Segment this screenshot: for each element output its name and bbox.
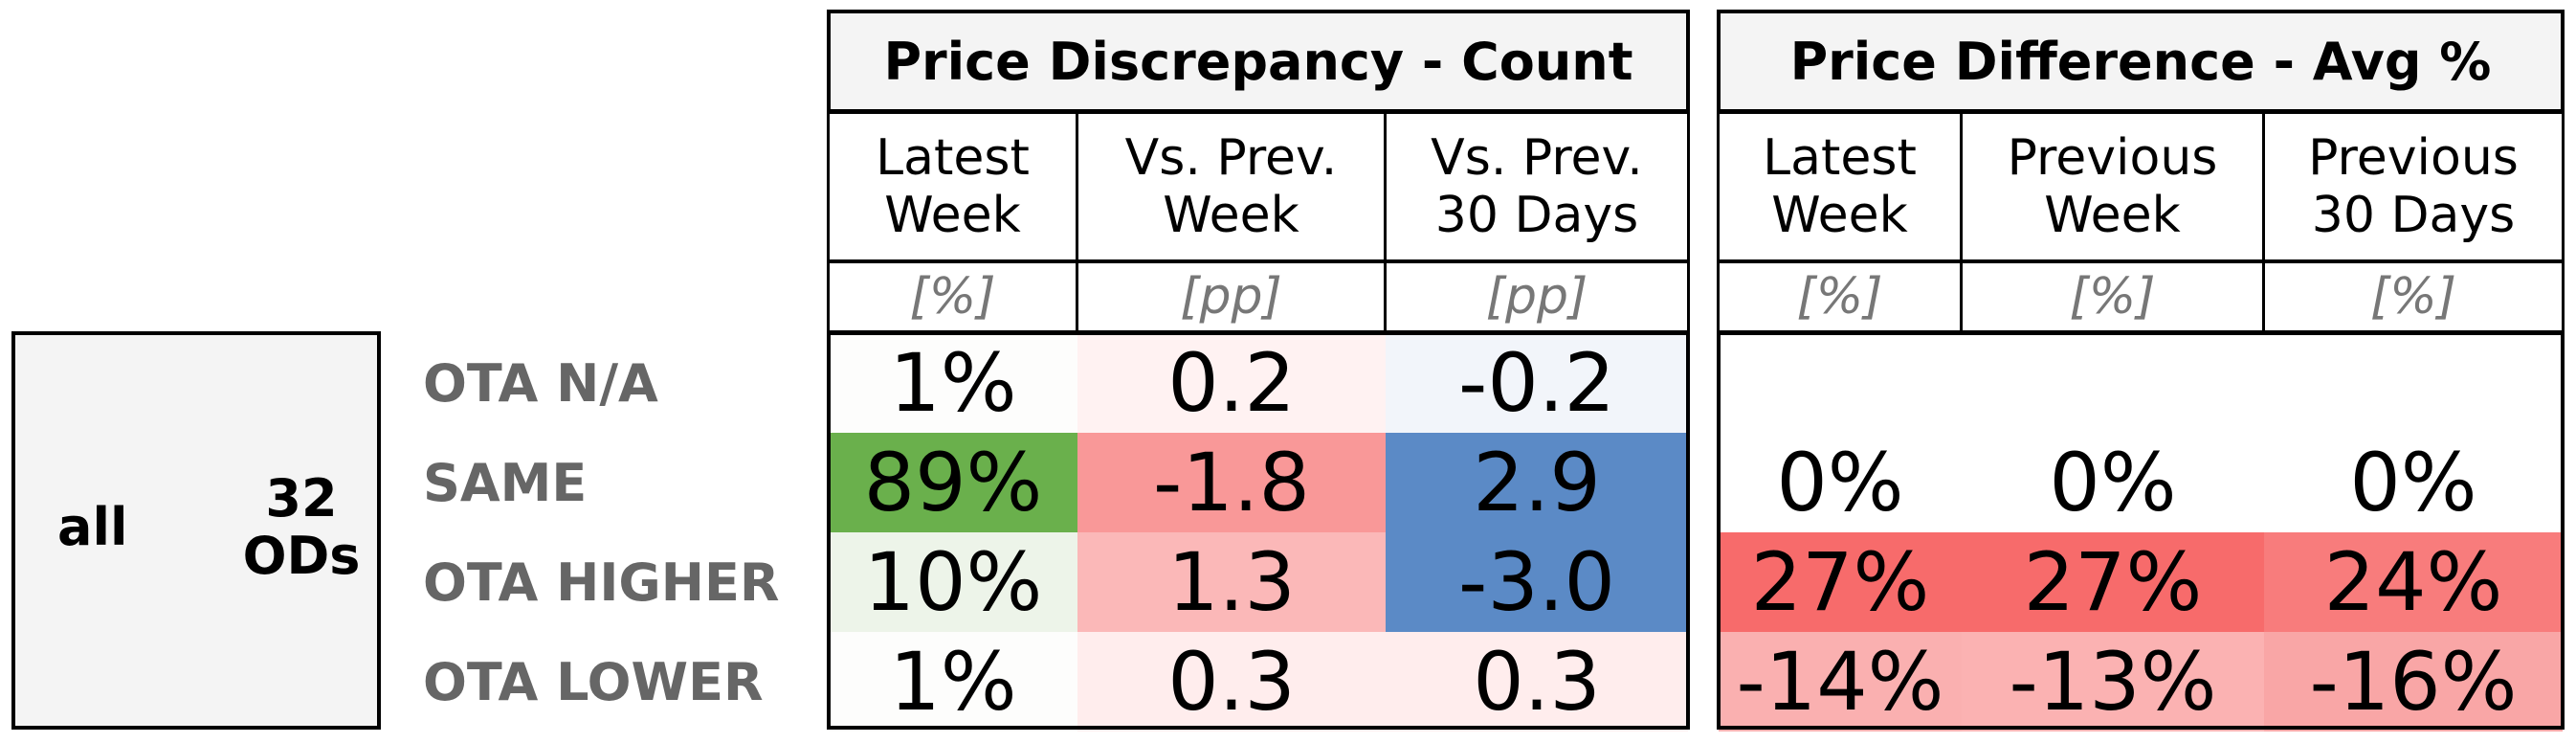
data-cell: 89%: [829, 433, 1077, 532]
group-ods-label: 32 ODs: [242, 468, 361, 586]
data-cell: 24%: [2264, 532, 2563, 632]
data-cell: [2264, 333, 2563, 433]
data-cell: 27%: [1962, 532, 2264, 632]
data-cell: 1%: [829, 632, 1077, 732]
data-cell: 0%: [1962, 433, 2264, 532]
data-cell: 0%: [2264, 433, 2563, 532]
group-box: [11, 331, 381, 730]
data-cell: -0.2: [1386, 333, 1688, 433]
data-cell: 0.2: [1077, 333, 1386, 433]
row-label: OTA N/A: [423, 352, 658, 414]
data-cell: -14%: [1719, 632, 1962, 732]
data-cell: 10%: [829, 532, 1077, 632]
data-cell: -16%: [2264, 632, 2563, 732]
data-cell: -1.8: [1077, 433, 1386, 532]
column-header: Vs. Prev. Week: [1076, 111, 1387, 262]
column-header: Vs. Prev. 30 Days: [1384, 111, 1690, 262]
column-unit: [%]: [1717, 260, 1963, 333]
column-unit: [%]: [827, 260, 1078, 333]
data-cell: -13%: [1962, 632, 2264, 732]
data-cell: -3.0: [1386, 532, 1688, 632]
data-cell: [1962, 333, 2264, 433]
row-label: SAME: [423, 452, 588, 513]
column-header: Previous Week: [1960, 111, 2265, 262]
data-cell: 0.3: [1077, 632, 1386, 732]
row-label: OTA HIGHER: [423, 552, 780, 613]
data-cell: 0%: [1719, 433, 1962, 532]
data-cell: 1%: [829, 333, 1077, 433]
data-cell: [1719, 333, 1962, 433]
column-unit: [pp]: [1384, 260, 1690, 333]
column-unit: [pp]: [1076, 260, 1387, 333]
column-header: Latest Week: [1717, 111, 1963, 262]
row-label: OTA LOWER: [423, 651, 764, 712]
data-cell: 1.3: [1077, 532, 1386, 632]
group-segment-label: all: [57, 497, 128, 557]
column-unit: [%]: [2262, 260, 2565, 333]
section-title: Price Discrepancy - Count: [827, 10, 1690, 113]
data-cell: 2.9: [1386, 433, 1688, 532]
column-header: Latest Week: [827, 111, 1078, 262]
section-title: Price Difference - Avg %: [1717, 10, 2565, 113]
column-header: Previous 30 Days: [2262, 111, 2565, 262]
column-unit: [%]: [1960, 260, 2265, 333]
data-cell: 27%: [1719, 532, 1962, 632]
data-cell: 0.3: [1386, 632, 1688, 732]
